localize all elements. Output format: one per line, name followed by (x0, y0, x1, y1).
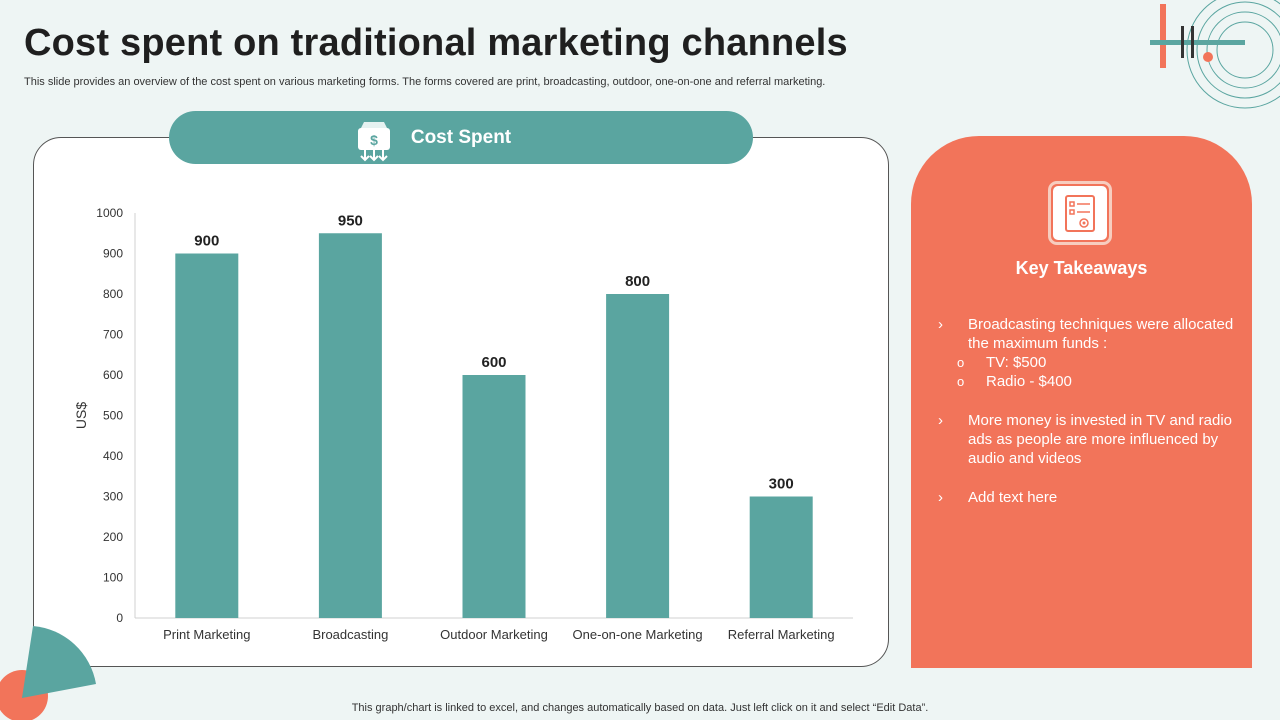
svg-text:$: $ (370, 132, 378, 148)
sub-bullet-marker: o (957, 355, 965, 370)
takeaways-list: › Broadcasting techniques were allocated… (935, 315, 1235, 507)
y-tick-label: 500 (103, 409, 123, 423)
bar (462, 375, 526, 618)
y-tick-label: 0 (116, 611, 123, 625)
x-tick-label: Broadcasting (312, 627, 388, 642)
x-tick-label: One-on-one Marketing (573, 627, 703, 642)
bullet-marker: › (938, 412, 943, 429)
bullet-marker: › (938, 316, 943, 333)
y-axis-label: US$ (73, 402, 89, 429)
y-tick-label: 800 (103, 287, 123, 301)
bar (318, 233, 382, 618)
key-takeaways-title: Key Takeaways (1015, 258, 1148, 278)
x-tick-label: Print Marketing (163, 627, 250, 642)
list-item-text: More money is invested in TV and radio a… (968, 412, 1233, 467)
key-takeaways-panel: Key Takeaways › Broadcasting techniques … (911, 136, 1252, 668)
data-label: 950 (338, 212, 363, 229)
decorative-shapes-icon (0, 626, 96, 720)
data-label: 800 (625, 273, 650, 290)
y-tick-label: 1000 (96, 206, 123, 220)
chart-header-label: Cost Spent (410, 126, 512, 148)
y-tick-label: 200 (103, 530, 123, 544)
x-tick-label: Referral Marketing (728, 627, 835, 642)
list-item: › More money is invested in TV and radio… (935, 411, 1235, 468)
sub-item-text: TV: $500 (986, 354, 1047, 371)
data-label: 300 (769, 476, 794, 493)
bar (749, 496, 813, 618)
document-checklist-icon (1048, 181, 1112, 245)
sub-list-item: o Radio - $400 (935, 372, 1235, 391)
bar (606, 294, 670, 618)
y-tick-label: 700 (103, 328, 123, 342)
decorative-lines-icon (1150, 0, 1280, 109)
sub-item-text: Radio - $400 (986, 373, 1072, 390)
footer-note: This graph/chart is linked to excel, and… (351, 702, 929, 714)
money-bag-icon: $ (358, 122, 390, 162)
y-tick-label: 400 (103, 449, 123, 463)
y-tick-label: 300 (103, 490, 123, 504)
list-item-text: Add text here (968, 489, 1058, 506)
y-tick-label: 100 (103, 571, 123, 585)
chart-header: $ Cost Spent (169, 111, 753, 164)
bullet-marker: › (938, 489, 943, 506)
sub-list-item: o TV: $500 (935, 353, 1235, 372)
list-item-text: Broadcasting techniques were allocated t… (968, 316, 1234, 352)
page-subtitle: This slide provides an overview of the c… (24, 76, 826, 88)
list-item: › Broadcasting techniques were allocated… (935, 315, 1235, 353)
list-item: › Add text here (935, 488, 1235, 507)
y-tick-label: 900 (103, 247, 123, 261)
data-label: 600 (481, 354, 506, 371)
page-title: Cost spent on traditional marketing chan… (24, 22, 848, 64)
y-tick-label: 600 (103, 368, 123, 382)
bar (175, 253, 239, 618)
data-label: 900 (194, 233, 219, 250)
sub-bullet-marker: o (957, 374, 965, 389)
x-tick-label: Outdoor Marketing (440, 627, 548, 642)
